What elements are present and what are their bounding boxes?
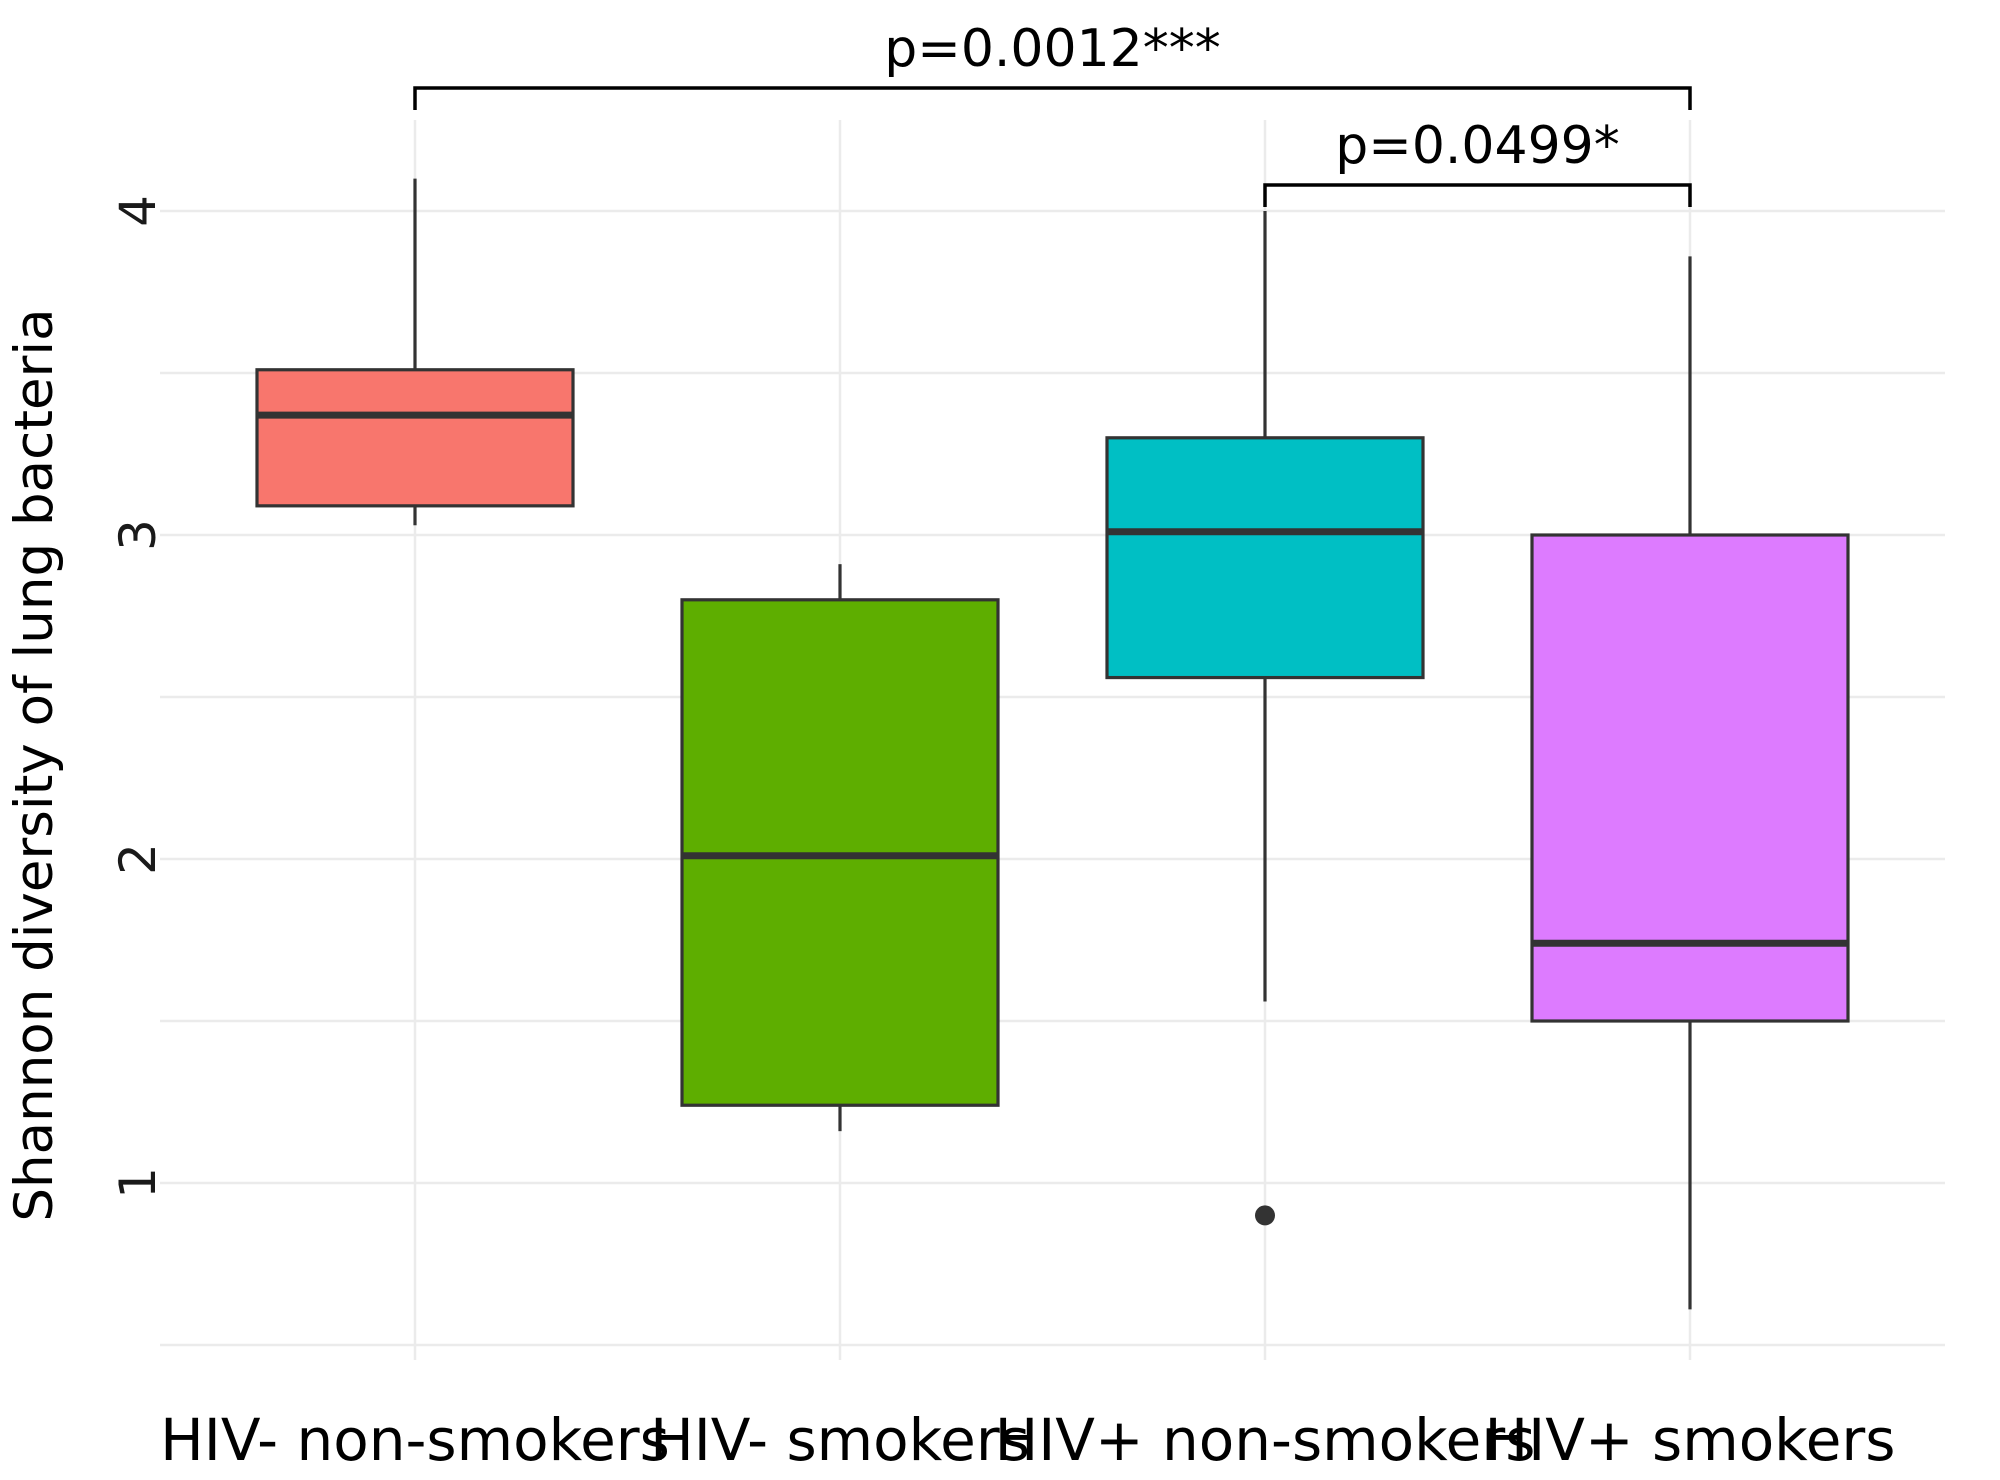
x-category-label: HIV- non-smokers xyxy=(160,1406,670,1474)
significance-bracket: p=0.0012*** xyxy=(413,19,1692,110)
y-axis-title: Shannon diversity of lung bacteria xyxy=(4,308,65,1221)
annotation-layer: p=0.0012*** p=0.0499* xyxy=(413,19,1692,207)
y-tick-label: 4 xyxy=(109,195,167,227)
box-iqr xyxy=(255,368,575,508)
outlier-point xyxy=(1255,1205,1275,1226)
box-iqr xyxy=(1530,533,1850,1023)
box-iqr xyxy=(1105,436,1425,680)
x-category-label: HIV+ non-smokers xyxy=(995,1406,1536,1474)
significance-bracket: p=0.0499* xyxy=(1263,116,1692,207)
p-value-label: p=0.0499* xyxy=(1335,116,1620,176)
y-tick-label: 2 xyxy=(109,843,167,875)
box-group xyxy=(255,178,575,526)
box-group xyxy=(680,564,1000,1132)
x-category-label: HIV+ smokers xyxy=(1485,1406,1896,1474)
bracket-line xyxy=(413,86,1692,110)
box-group xyxy=(1105,211,1425,1226)
y-tick-label: 3 xyxy=(109,519,167,551)
y-tick-label: 1 xyxy=(109,1167,167,1199)
box-group xyxy=(1530,256,1850,1310)
box-layer xyxy=(255,178,1850,1310)
bracket-line xyxy=(1263,183,1692,207)
p-value-label: p=0.0012*** xyxy=(884,19,1221,79)
x-category-label: HIV- smokers xyxy=(650,1406,1030,1474)
